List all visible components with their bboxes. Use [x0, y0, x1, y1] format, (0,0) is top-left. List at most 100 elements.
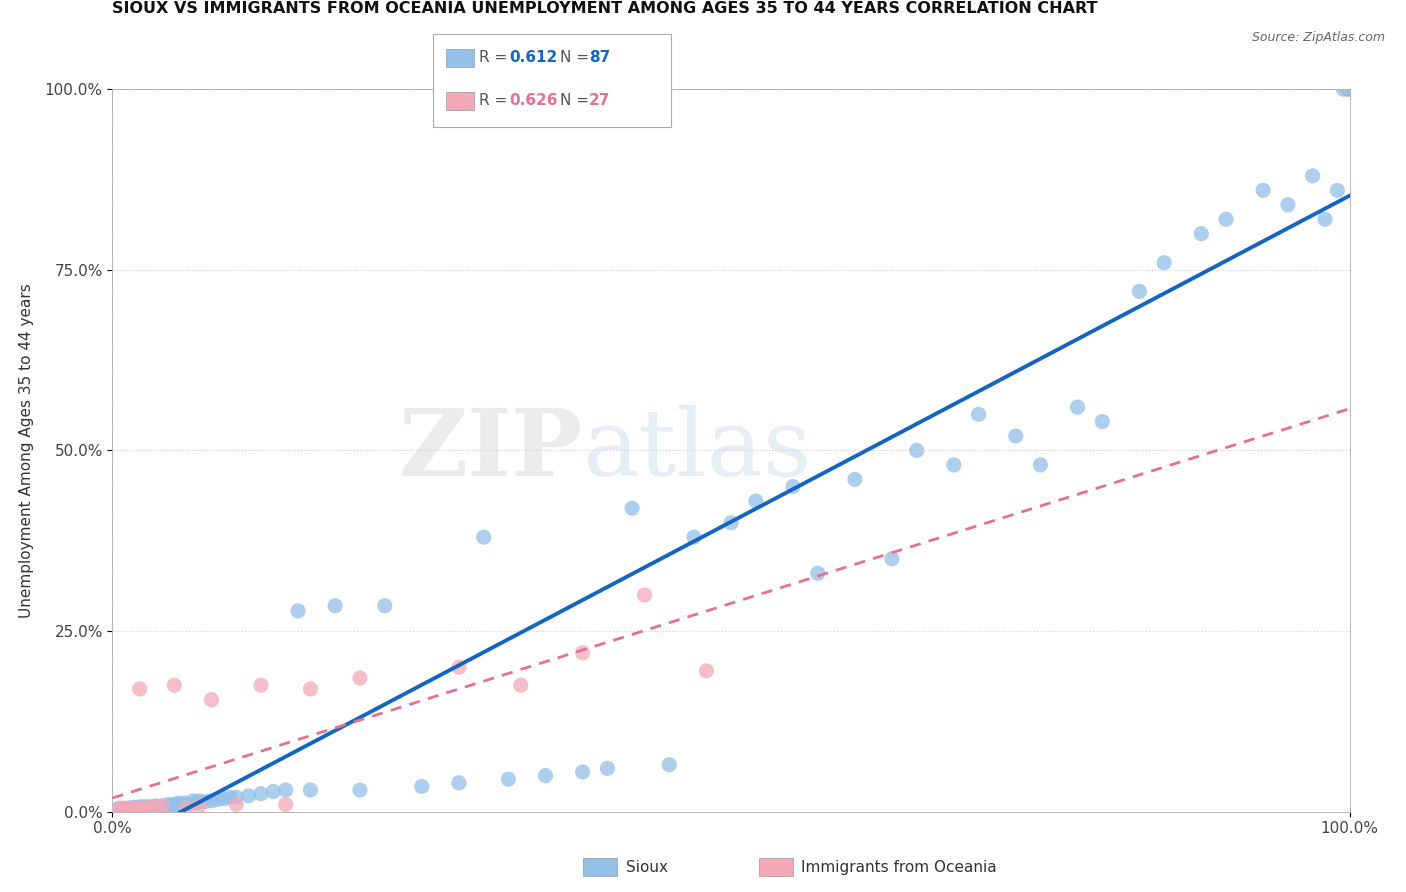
Point	[534, 769, 557, 783]
Point	[349, 783, 371, 797]
Point	[150, 799, 173, 814]
Point	[509, 678, 531, 692]
Point	[111, 803, 134, 817]
Point	[695, 664, 717, 678]
Point	[176, 797, 198, 812]
Point	[1029, 458, 1052, 472]
Text: Sioux: Sioux	[626, 860, 668, 874]
Text: Immigrants from Oceania: Immigrants from Oceania	[801, 860, 997, 874]
Point	[128, 801, 150, 815]
Point	[1336, 82, 1358, 96]
Point	[117, 802, 139, 816]
Point	[124, 803, 146, 817]
Point	[181, 794, 204, 808]
Point	[186, 796, 208, 810]
Text: 87: 87	[589, 51, 610, 65]
Point	[633, 588, 655, 602]
Text: R =: R =	[479, 94, 513, 108]
Point	[287, 604, 309, 618]
Point	[150, 799, 173, 814]
Point	[141, 799, 163, 814]
Point	[571, 764, 593, 779]
Text: 0.612: 0.612	[509, 51, 557, 65]
Point	[145, 799, 167, 814]
Text: N =: N =	[560, 51, 593, 65]
Point	[1153, 255, 1175, 269]
Point	[1251, 183, 1274, 197]
Point	[658, 757, 681, 772]
Point	[621, 501, 644, 516]
Point	[120, 801, 142, 815]
Text: 0.626: 0.626	[509, 94, 557, 108]
Point	[1339, 82, 1361, 96]
Point	[571, 646, 593, 660]
Point	[1326, 183, 1348, 197]
Point	[720, 516, 742, 530]
Point	[188, 794, 211, 808]
Point	[117, 803, 139, 817]
Point	[188, 799, 211, 814]
Text: atlas: atlas	[582, 406, 811, 495]
Text: ZIP: ZIP	[398, 406, 582, 495]
Point	[176, 801, 198, 815]
Point	[1339, 82, 1361, 96]
Point	[250, 678, 273, 692]
Point	[124, 803, 146, 817]
Point	[262, 784, 284, 798]
Point	[160, 798, 183, 813]
Point	[411, 780, 433, 794]
Point	[207, 792, 229, 806]
Point	[238, 789, 260, 803]
Point	[299, 681, 322, 696]
Point	[127, 802, 149, 816]
Point	[114, 803, 136, 817]
Point	[173, 796, 195, 810]
Point	[225, 790, 247, 805]
Point	[122, 800, 145, 814]
Text: 27: 27	[589, 94, 610, 108]
Point	[782, 480, 804, 494]
Point	[447, 660, 470, 674]
Point	[1339, 82, 1361, 96]
Point	[880, 551, 903, 566]
Point	[157, 797, 180, 812]
Point	[138, 800, 160, 814]
Point	[107, 801, 129, 815]
Text: N =: N =	[560, 94, 593, 108]
Point	[1128, 285, 1150, 299]
Point	[136, 802, 159, 816]
Point	[148, 800, 170, 814]
Point	[129, 799, 152, 814]
Point	[200, 794, 222, 808]
Point	[225, 797, 247, 812]
Point	[1313, 212, 1336, 227]
Point	[136, 801, 159, 815]
Point	[299, 783, 322, 797]
Point	[132, 800, 155, 814]
Point	[200, 692, 222, 706]
Point	[135, 799, 157, 814]
Point	[1004, 429, 1026, 443]
Point	[807, 566, 830, 581]
Point	[128, 681, 150, 696]
Point	[349, 671, 371, 685]
Text: R =: R =	[479, 51, 513, 65]
Point	[745, 494, 768, 508]
Point	[163, 797, 186, 812]
Point	[163, 678, 186, 692]
Point	[844, 472, 866, 486]
Point	[967, 407, 990, 421]
Text: Source: ZipAtlas.com: Source: ZipAtlas.com	[1251, 31, 1385, 45]
Point	[167, 796, 190, 810]
Point	[1302, 169, 1324, 183]
Point	[125, 801, 148, 815]
Point	[194, 795, 217, 809]
Point	[374, 599, 396, 613]
Point	[127, 801, 149, 815]
Point	[131, 803, 153, 817]
Text: SIOUX VS IMMIGRANTS FROM OCEANIA UNEMPLOYMENT AMONG AGES 35 TO 44 YEARS CORRELAT: SIOUX VS IMMIGRANTS FROM OCEANIA UNEMPLO…	[112, 1, 1098, 16]
Point	[1091, 415, 1114, 429]
Point	[683, 530, 706, 544]
Point	[472, 530, 495, 544]
Point	[153, 799, 176, 814]
